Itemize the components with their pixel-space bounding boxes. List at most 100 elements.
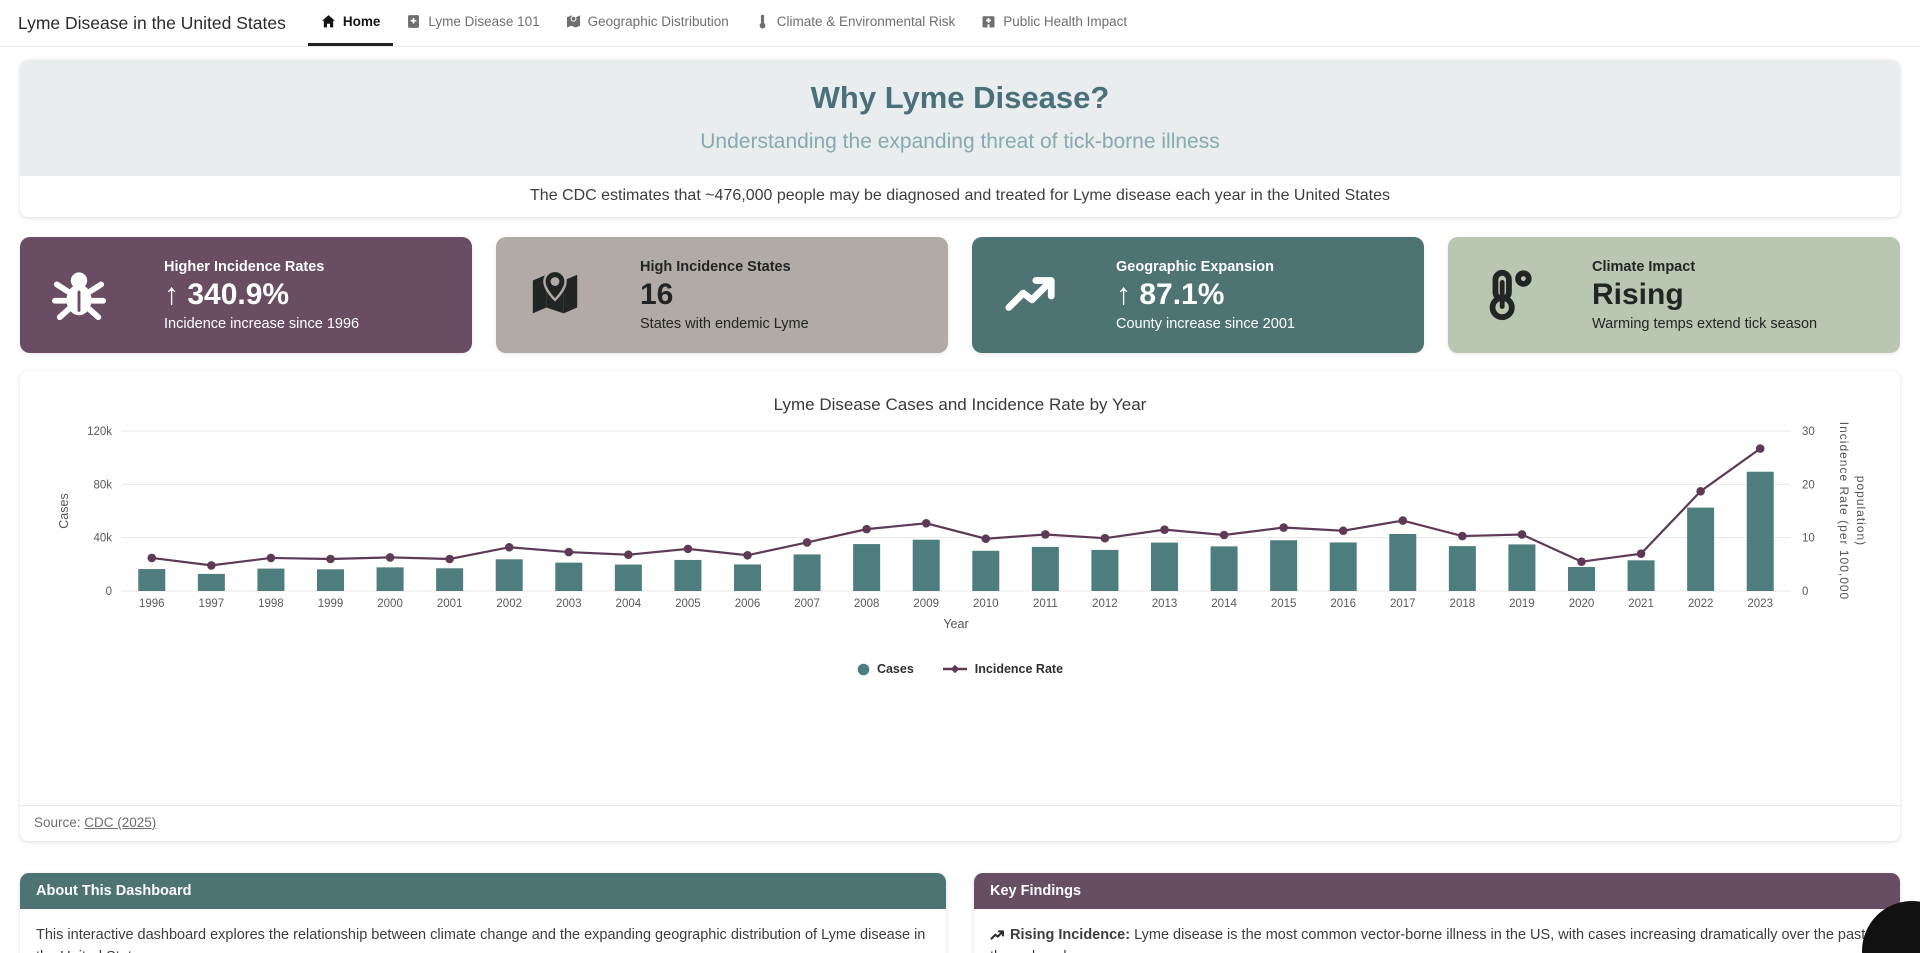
svg-text:2015: 2015 [1271, 598, 1297, 610]
cases-incidence-chart[interactable]: Lyme Disease Cases and Incidence Rate by… [20, 371, 1900, 676]
stat-card-expansion: Geographic Expansion ↑ 87.1% County incr… [972, 237, 1424, 353]
legend-label: Incidence Rate [974, 662, 1064, 676]
tab-label: Home [342, 14, 381, 29]
top-navbar: Lyme Disease in the United States Home L… [0, 0, 1920, 47]
chart-plot[interactable]: Lyme Disease Cases and Incidence Rate by… [40, 383, 1880, 655]
stat-value: 16 [640, 277, 674, 311]
legend-item-cases[interactable]: Cases [857, 662, 914, 676]
bottom-panels: About This Dashboard This interactive da… [20, 873, 1900, 953]
svg-text:2016: 2016 [1330, 598, 1356, 610]
tab-label: Climate & Environmental Risk [776, 14, 956, 29]
svg-text:population): population) [1854, 476, 1868, 546]
svg-text:2010: 2010 [973, 598, 999, 610]
tab-public-health-impact[interactable]: Public Health Impact [968, 0, 1140, 46]
stat-card-states: High Incidence States 16 States with end… [496, 237, 948, 353]
legend-circle-marker [857, 663, 870, 675]
page-title: Why Lyme Disease? [810, 80, 1110, 115]
key-findings-panel-body: Rising Incidence: Lyme disease is the mo… [974, 909, 1900, 953]
chart-spacer [20, 676, 1900, 805]
stat-card-climate: Climate Impact Rising Warming temps exte… [1448, 237, 1900, 353]
stat-caption: Warming temps extend tick season [1592, 315, 1818, 332]
svg-text:120k: 120k [87, 426, 112, 438]
svg-text:Lyme Disease Cases and Inciden: Lyme Disease Cases and Incidence Rate by… [774, 395, 1147, 414]
stat-caption: Incidence increase since 1996 [164, 315, 360, 332]
stat-text: High Incidence States 16 States with end… [640, 259, 809, 332]
tick-bug-icon [52, 272, 106, 321]
svg-text:0: 0 [1802, 586, 1808, 598]
svg-text:Cases: Cases [57, 493, 71, 528]
svg-text:2023: 2023 [1747, 598, 1773, 610]
rising-trend-icon [990, 930, 1004, 940]
tab-home[interactable]: Home [307, 0, 394, 46]
tab-lyme-disease-101[interactable]: Lyme Disease 101 [393, 0, 552, 46]
svg-text:2003: 2003 [556, 598, 582, 610]
svg-text:1999: 1999 [318, 598, 344, 610]
svg-text:2001: 2001 [437, 598, 463, 610]
app-title: Lyme Disease in the United States [18, 12, 286, 33]
legend-line-marker [942, 664, 967, 674]
thermometer-icon [759, 14, 766, 29]
hospital-icon [982, 16, 995, 28]
svg-text:Incidence Rate (per 100,000: Incidence Rate (per 100,000 [1837, 422, 1851, 600]
hero-banner: Why Lyme Disease? Understanding the expa… [20, 60, 1900, 176]
svg-text:20: 20 [1802, 479, 1815, 491]
trending-up-icon [1005, 277, 1055, 311]
about-panel: About This Dashboard This interactive da… [20, 873, 946, 953]
book-icon [408, 15, 420, 28]
map-pin-icon [532, 269, 578, 314]
source-prefix: Source: [34, 815, 85, 830]
tab-climate-environmental-risk[interactable]: Climate & Environmental Risk [742, 0, 969, 46]
about-panel-body: This interactive dashboard explores the … [36, 927, 926, 953]
svg-text:2006: 2006 [735, 598, 761, 610]
stat-card-incidence: Higher Incidence Rates ↑ 340.9% Incidenc… [20, 237, 472, 353]
stat-value: ↑ 340.9% [164, 277, 290, 311]
svg-text:2020: 2020 [1569, 598, 1595, 610]
source-link[interactable]: CDC (2025) [84, 815, 157, 830]
svg-text:2022: 2022 [1688, 598, 1714, 610]
stat-text: Higher Incidence Rates ↑ 340.9% Incidenc… [164, 259, 359, 332]
svg-text:1998: 1998 [258, 598, 284, 610]
page-subtitle: Understanding the expanding threat of ti… [700, 130, 1220, 153]
svg-text:2011: 2011 [1033, 598, 1058, 610]
stat-value: Rising [1592, 277, 1684, 311]
svg-text:2013: 2013 [1152, 598, 1178, 610]
svg-text:Year: Year [943, 617, 968, 631]
about-panel-header: About This Dashboard [20, 873, 946, 909]
legend-item-incidence-rate[interactable]: Incidence Rate [942, 662, 1063, 676]
chart-card: Lyme Disease Cases and Incidence Rate by… [20, 371, 1900, 841]
svg-text:2019: 2019 [1509, 598, 1535, 610]
tab-label: Public Health Impact [1003, 14, 1128, 29]
stat-label: Geographic Expansion [1116, 258, 1274, 275]
svg-text:2008: 2008 [854, 598, 880, 610]
stat-label: Higher Incidence Rates [164, 258, 325, 275]
tab-label: Geographic Distribution [587, 14, 729, 29]
legend-label: Cases [876, 662, 914, 676]
stat-label: High Incidence States [640, 258, 791, 275]
svg-text:2018: 2018 [1450, 598, 1476, 610]
finding-text: Lyme disease is the most common vector-b… [990, 927, 1866, 953]
thermometer-degree-icon [1489, 269, 1532, 321]
svg-text:2007: 2007 [794, 598, 820, 610]
svg-text:2000: 2000 [377, 598, 403, 610]
stat-card-row: Higher Incidence Rates ↑ 340.9% Incidenc… [20, 237, 1900, 353]
hero-card: Why Lyme Disease? Understanding the expa… [20, 60, 1900, 217]
svg-text:10: 10 [1802, 533, 1815, 545]
stat-text: Climate Impact Rising Warming temps exte… [1592, 259, 1817, 332]
svg-text:1997: 1997 [199, 598, 225, 610]
svg-text:2005: 2005 [675, 598, 701, 610]
map-icon [566, 15, 580, 28]
stat-value: ↑ 87.1% [1116, 277, 1225, 311]
svg-text:2021: 2021 [1628, 598, 1654, 610]
svg-text:2002: 2002 [496, 598, 522, 610]
stat-caption: County increase since 2001 [1116, 315, 1295, 332]
chart-legend[interactable]: Cases Incidence Rate [40, 662, 1880, 676]
svg-text:30: 30 [1802, 426, 1815, 438]
nav-tabs: Home Lyme Disease 101 Geographic Distrib… [307, 0, 1140, 46]
svg-text:40k: 40k [93, 533, 112, 545]
svg-text:1996: 1996 [139, 598, 165, 610]
tab-label: Lyme Disease 101 [428, 14, 540, 29]
svg-text:2004: 2004 [616, 598, 642, 610]
tab-geographic-distribution[interactable]: Geographic Distribution [553, 0, 742, 46]
chart-source: Source: CDC (2025) [20, 805, 1900, 841]
svg-text:2017: 2017 [1390, 598, 1416, 610]
